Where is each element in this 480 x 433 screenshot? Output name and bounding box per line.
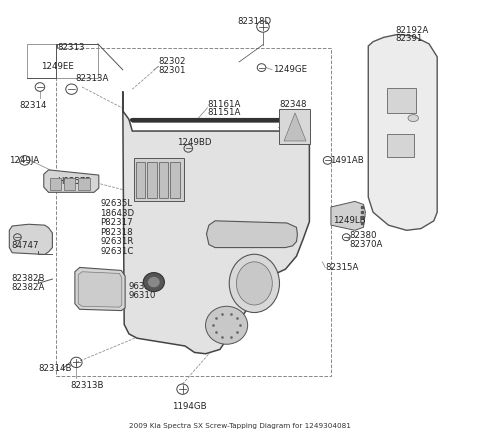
Bar [170, 162, 180, 198]
Text: 82318D: 82318D [238, 17, 272, 26]
Text: 1249EE: 1249EE [41, 62, 74, 71]
Text: 82391: 82391 [396, 34, 423, 43]
Bar [387, 88, 416, 113]
Text: 92631R: 92631R [100, 237, 133, 246]
Text: 18643D: 18643D [100, 209, 134, 217]
Text: 82313B: 82313B [70, 381, 104, 390]
Polygon shape [75, 268, 125, 310]
Text: 82334B: 82334B [83, 291, 117, 300]
Bar [279, 109, 311, 144]
Polygon shape [44, 170, 99, 192]
Polygon shape [9, 224, 52, 255]
Bar [56, 48, 331, 376]
Text: 92635L: 92635L [100, 199, 132, 208]
Text: 2009 Kia Spectra SX Screw-Tapping Diagram for 1249304081: 2009 Kia Spectra SX Screw-Tapping Diagra… [129, 423, 351, 429]
Text: 82382B: 82382B [11, 274, 45, 283]
Ellipse shape [408, 115, 419, 122]
Text: P82318: P82318 [100, 227, 133, 236]
Bar [78, 178, 90, 190]
Text: P82317: P82317 [100, 218, 133, 227]
Bar [27, 44, 98, 78]
Text: 82344B: 82344B [83, 282, 117, 291]
Circle shape [205, 306, 248, 344]
Polygon shape [368, 34, 437, 230]
Bar [49, 178, 61, 190]
Text: 82313: 82313 [57, 43, 84, 52]
Text: 82380: 82380 [349, 231, 377, 240]
Bar [147, 162, 157, 198]
Ellipse shape [237, 262, 272, 305]
Text: 1194GB: 1194GB [172, 402, 207, 411]
Text: 1249BD: 1249BD [177, 138, 211, 147]
Text: 82302: 82302 [158, 58, 186, 67]
Text: 81151A: 81151A [207, 108, 241, 117]
Text: H93575: H93575 [57, 177, 91, 186]
Text: 81161A: 81161A [207, 100, 241, 109]
Text: 96320C: 96320C [129, 282, 162, 291]
Text: 1249GE: 1249GE [273, 65, 307, 74]
Text: 82314: 82314 [20, 100, 48, 110]
Text: 84747: 84747 [11, 241, 39, 250]
Text: 1249JA: 1249JA [9, 156, 39, 165]
Bar [64, 178, 75, 190]
Text: 82192A: 82192A [396, 26, 429, 35]
Circle shape [144, 273, 164, 291]
Text: 82348: 82348 [279, 100, 307, 109]
Ellipse shape [229, 254, 279, 313]
Polygon shape [78, 272, 122, 307]
Text: 96310: 96310 [129, 291, 156, 300]
Bar [136, 162, 145, 198]
Text: 82315A: 82315A [325, 263, 359, 272]
Polygon shape [206, 221, 298, 248]
Text: 82370A: 82370A [349, 240, 383, 249]
Text: 82313A: 82313A [75, 74, 108, 83]
Circle shape [148, 277, 160, 288]
Text: 82382A: 82382A [11, 283, 45, 292]
Bar [158, 162, 168, 198]
Polygon shape [123, 91, 310, 354]
Text: 82314B: 82314B [38, 364, 72, 373]
Text: 82301: 82301 [158, 66, 186, 75]
Bar [387, 135, 414, 157]
Text: 1491AB: 1491AB [330, 156, 364, 165]
Polygon shape [284, 113, 306, 141]
Text: 92631C: 92631C [100, 246, 133, 255]
Bar [134, 158, 184, 201]
Polygon shape [331, 201, 365, 230]
Text: 1249LB: 1249LB [333, 216, 366, 225]
